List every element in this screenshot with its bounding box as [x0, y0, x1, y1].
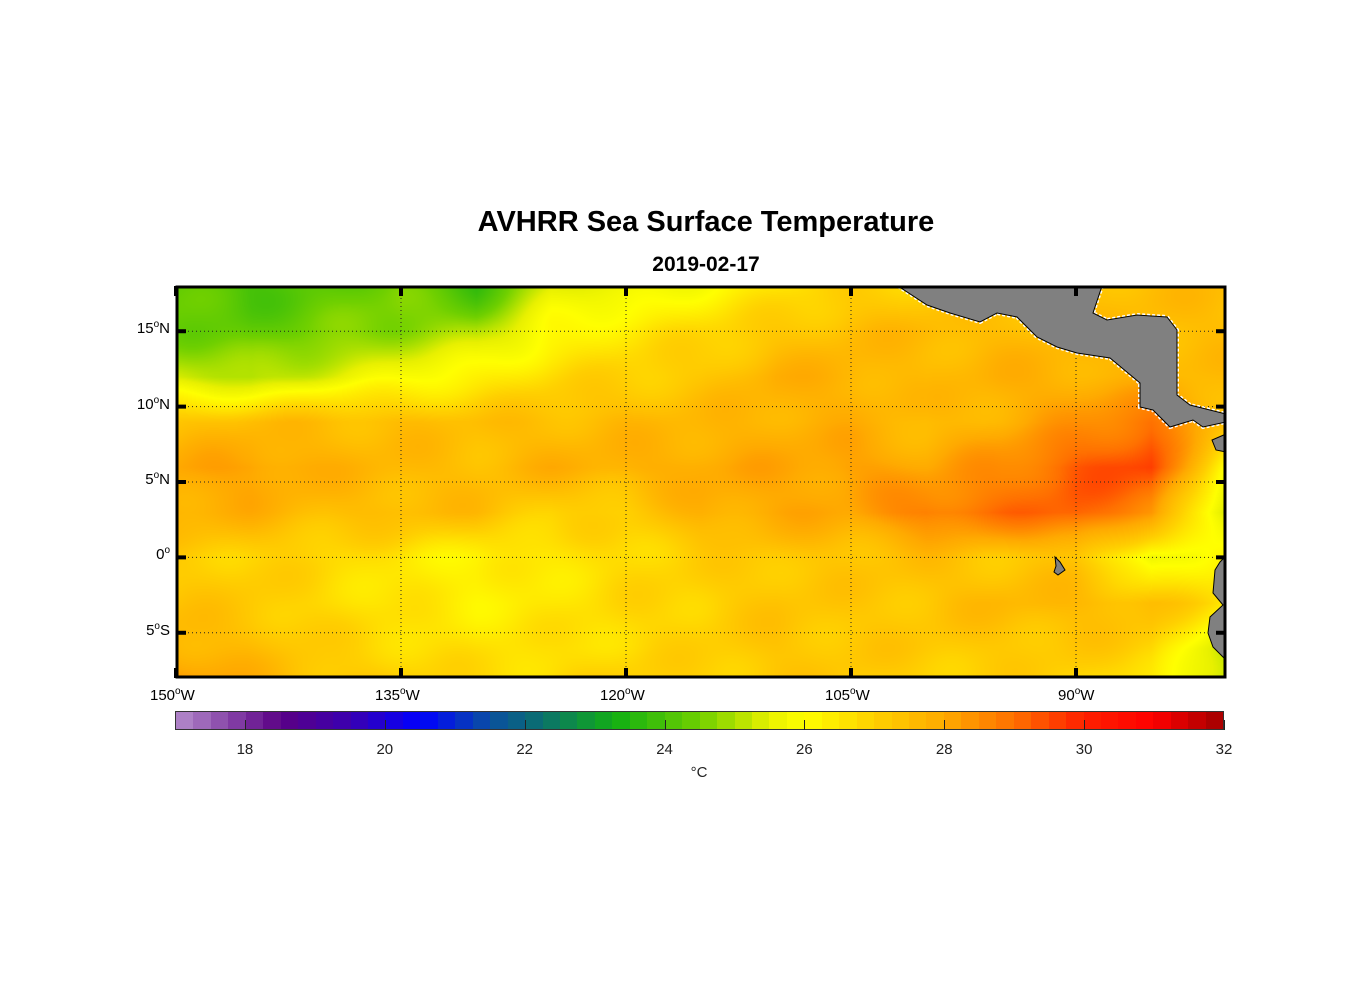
- colorbar-tick: [944, 720, 946, 730]
- land-galapagos: [1053, 555, 1066, 576]
- colorbar-swatch: [629, 712, 648, 729]
- lat-label: 5oN: [145, 470, 170, 488]
- colorbar: [175, 711, 1224, 730]
- colorbar-swatch: [909, 712, 927, 729]
- colorbar-swatch: [280, 712, 299, 729]
- colorbar-swatch: [734, 712, 752, 729]
- colorbar-swatch: [385, 712, 403, 729]
- colorbar-tick: [1224, 720, 1225, 730]
- colorbar-swatch: [1135, 712, 1154, 729]
- colorbar-swatch: [594, 712, 613, 729]
- colorbar-tick-label: 26: [796, 741, 813, 758]
- colorbar-swatch: [1013, 712, 1032, 729]
- lon-label: 90oW: [1058, 686, 1095, 704]
- colorbar-swatch: [874, 712, 892, 729]
- colorbar-swatch: [1188, 712, 1206, 729]
- colorbar-swatch: [1170, 712, 1189, 729]
- colorbar-swatch: [402, 712, 421, 729]
- colorbar-swatch: [507, 712, 526, 729]
- land-south-america: [1207, 554, 1227, 662]
- lat-label: 5oS: [146, 620, 170, 639]
- colorbar-swatch: [350, 712, 368, 729]
- colorbar-swatch: [228, 712, 246, 729]
- lon-label: 120oW: [600, 686, 645, 704]
- colorbar-swatch: [647, 712, 665, 729]
- colorbar-swatch: [333, 712, 351, 729]
- colorbar-swatch: [682, 712, 700, 729]
- figure-subtitle: 2019-02-17: [652, 253, 760, 276]
- colorbar-tick-label: 32: [1215, 741, 1233, 758]
- lon-label: 135oW: [375, 686, 420, 704]
- colorbar-swatch: [943, 712, 962, 729]
- colorbar-tick-label: 18: [236, 741, 254, 758]
- colorbar-swatch: [664, 712, 683, 729]
- colorbar-swatch: [717, 712, 735, 729]
- frame-ticks: [174, 286, 1226, 678]
- colorbar-swatch: [996, 712, 1014, 729]
- figure-title: AVHRR Sea Surface Temperature: [477, 206, 935, 238]
- colorbar-swatch: [978, 712, 997, 729]
- land-central-america-outline: [896, 285, 1227, 428]
- colorbar-swatch: [891, 712, 910, 729]
- colorbar-swatch: [1205, 712, 1224, 729]
- colorbar-tick-label: 20: [376, 741, 394, 758]
- lat-label: 15oN: [136, 319, 170, 338]
- colorbar-tick-label: 28: [935, 741, 953, 758]
- colorbar-swatch: [1118, 712, 1136, 729]
- colorbar-swatch: [542, 712, 560, 729]
- lon-label: 105oW: [825, 686, 870, 704]
- colorbar-tick-label: 24: [656, 741, 673, 758]
- map-overlay: [174, 284, 1228, 679]
- colorbar-swatch: [804, 712, 822, 729]
- colorbar-tick-label: 22: [516, 741, 533, 758]
- colorbar-tick-label: 30: [1075, 741, 1093, 758]
- colorbar-swatch: [420, 712, 438, 729]
- colorbar-swatch: [176, 712, 194, 729]
- colorbar-swatch: [751, 712, 770, 729]
- colorbar-tick: [524, 720, 526, 730]
- colorbar-swatch: [786, 712, 805, 729]
- colorbar-swatch: [1066, 712, 1084, 729]
- colorbar-swatch: [1101, 712, 1119, 729]
- lat-label: 0o: [156, 545, 170, 564]
- colorbar-swatch: [210, 712, 229, 729]
- colorbar-tick: [244, 720, 246, 730]
- colorbar-swatch: [315, 712, 334, 729]
- colorbar-swatch: [1153, 712, 1171, 729]
- colorbar-tick: [1084, 720, 1086, 730]
- sst-map: [174, 284, 1228, 679]
- colorbar-tick: [384, 720, 386, 730]
- colorbar-tick: [664, 720, 666, 730]
- colorbar-swatch: [926, 712, 944, 729]
- colorbar-swatch: [193, 712, 211, 729]
- colorbar-swatch: [245, 712, 264, 729]
- colorbar-swatch: [1031, 712, 1049, 729]
- colorbar-swatch: [821, 712, 840, 729]
- colorbar-swatch: [472, 712, 491, 729]
- lon-label: 150oW: [150, 686, 195, 704]
- colorbar-tick: [804, 720, 806, 730]
- colorbar-swatch: [1083, 712, 1102, 729]
- land: [891, 284, 1228, 662]
- colorbar-swatch: [263, 712, 281, 729]
- lat-label: 10oN: [136, 394, 170, 413]
- colorbar-swatch: [437, 712, 456, 729]
- colorbar-swatch: [769, 712, 787, 729]
- colorbar-swatch: [490, 712, 508, 729]
- colorbar-swatch: [612, 712, 630, 729]
- colorbar-swatch: [577, 712, 595, 729]
- colorbar-swatch: [839, 712, 857, 729]
- graticule: [176, 286, 1226, 678]
- colorbar-swatch: [856, 712, 875, 729]
- colorbar-swatch: [961, 712, 979, 729]
- colorbar-swatch: [559, 712, 578, 729]
- colorbar-swatch: [699, 712, 718, 729]
- colorbar-swatch: [1048, 712, 1067, 729]
- colorbar-swatch: [367, 712, 386, 729]
- colorbar-unit: °C: [690, 764, 708, 781]
- colorbar-swatch: [298, 712, 316, 729]
- colorbar-swatch: [525, 712, 543, 729]
- colorbar-swatch: [455, 712, 473, 729]
